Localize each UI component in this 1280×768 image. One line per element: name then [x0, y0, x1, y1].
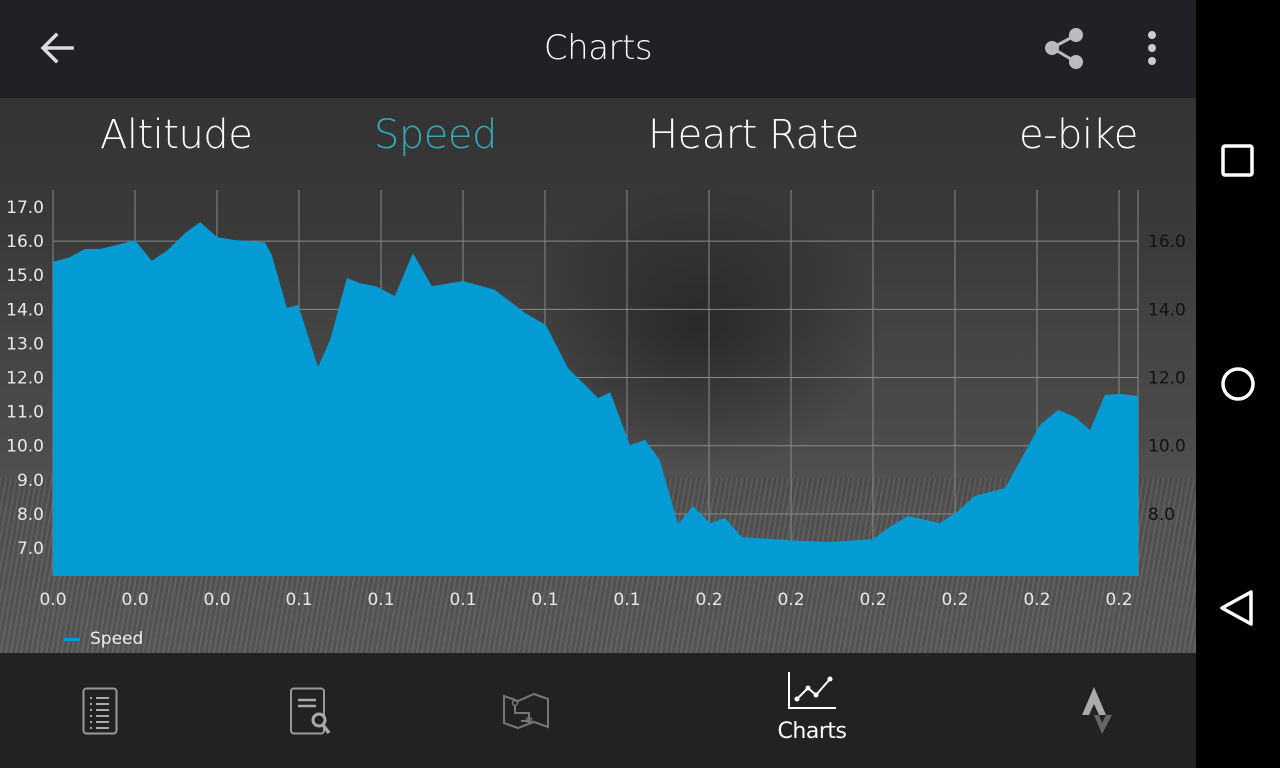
more-options-button[interactable] — [1128, 24, 1176, 74]
x-tick-label: 0.2 — [1023, 590, 1050, 610]
y-left-tick-label: 17.0 — [6, 198, 44, 218]
x-tick-label: 0.2 — [859, 590, 886, 610]
nav-charts-label: Charts — [777, 719, 847, 744]
nav-summary[interactable] — [40, 653, 160, 768]
page-title: Charts — [543, 28, 653, 68]
chart-panel: Altitude Speed Heart Rate e-bike 7.0 8.0 9… — [0, 98, 1196, 653]
arrow-left-icon — [40, 32, 74, 64]
speed-area-series — [53, 222, 1138, 576]
y-left-tick-label: 8.0 — [17, 505, 44, 525]
share-icon — [1045, 28, 1083, 69]
y-right-tick-label: 8.0 — [1148, 505, 1175, 525]
route-map-icon — [503, 692, 549, 730]
nav-map[interactable] — [466, 653, 586, 768]
bottom-navigation: Charts — [0, 653, 1196, 768]
back-system-button[interactable] — [1213, 583, 1263, 633]
y-left-tick-label: 12.0 — [6, 369, 44, 389]
legend-swatch-speed — [64, 637, 80, 641]
x-tick-label: 0.0 — [39, 590, 66, 610]
x-tick-label: 0.0 — [121, 590, 148, 610]
nav-strava[interactable] — [1036, 653, 1156, 768]
x-tick-label: 0.2 — [695, 590, 722, 610]
x-tick-label: 0.1 — [285, 590, 312, 610]
list-icon — [82, 687, 118, 735]
more-vertical-icon — [1148, 31, 1156, 65]
tab-speed[interactable]: Speed — [374, 112, 497, 158]
y-left-tick-label: 10.0 — [6, 437, 44, 457]
y-left-tick-label: 7.0 — [17, 539, 44, 559]
x-tick-label: 0.2 — [941, 590, 968, 610]
y-left-tick-label: 16.0 — [6, 232, 44, 252]
top-app-bar: Charts — [0, 0, 1196, 98]
speed-chart: 7.0 8.0 9.0 10.0 11.0 12.0 13.0 14.0 15.0 16.0 17.… — [6, 190, 1186, 610]
x-tick-label: 0.1 — [449, 590, 476, 610]
x-tick-label: 0.1 — [367, 590, 394, 610]
x-tick-label: 0.0 — [203, 590, 230, 610]
x-tick-label: 0.1 — [531, 590, 558, 610]
y-right-tick-label: 12.0 — [1148, 369, 1186, 389]
strava-icon — [1082, 687, 1112, 734]
y-right-tick-label: 16.0 — [1148, 232, 1186, 252]
x-tick-label: 0.1 — [613, 590, 640, 610]
home-circle-icon — [1221, 367, 1255, 401]
nav-charts[interactable]: Charts — [752, 653, 872, 768]
home-button[interactable] — [1213, 359, 1263, 409]
back-button[interactable] — [32, 24, 82, 74]
app: Charts Altitude Speed Heart Rate e-bike … — [0, 0, 1196, 768]
document-search-icon — [290, 687, 331, 735]
tab-e-bike[interactable]: e-bike — [1019, 112, 1138, 158]
recents-square-icon — [1221, 144, 1254, 177]
legend-label-speed: Speed — [90, 629, 144, 649]
y-right-tick-label: 14.0 — [1148, 300, 1186, 320]
x-tick-label: 0.2 — [777, 590, 804, 610]
back-triangle-icon — [1220, 590, 1253, 626]
tab-heart-rate[interactable]: Heart Rate — [648, 112, 859, 158]
y-left-tick-label: 15.0 — [6, 266, 44, 286]
line-chart-icon — [788, 672, 836, 709]
tab-altitude[interactable]: Altitude — [100, 112, 253, 158]
x-tick-label: 0.2 — [1105, 590, 1132, 610]
chart-legend: Speed — [64, 629, 143, 649]
share-button[interactable] — [1040, 24, 1090, 74]
y-left-tick-label: 11.0 — [6, 403, 44, 423]
y-left-tick-label: 9.0 — [17, 471, 44, 491]
system-navigation-bar — [1196, 0, 1280, 768]
y-right-tick-label: 10.0 — [1148, 437, 1186, 457]
recents-button[interactable] — [1213, 135, 1263, 185]
nav-details[interactable] — [253, 653, 373, 768]
y-left-tick-label: 13.0 — [6, 334, 44, 354]
y-left-tick-label: 14.0 — [6, 300, 44, 320]
